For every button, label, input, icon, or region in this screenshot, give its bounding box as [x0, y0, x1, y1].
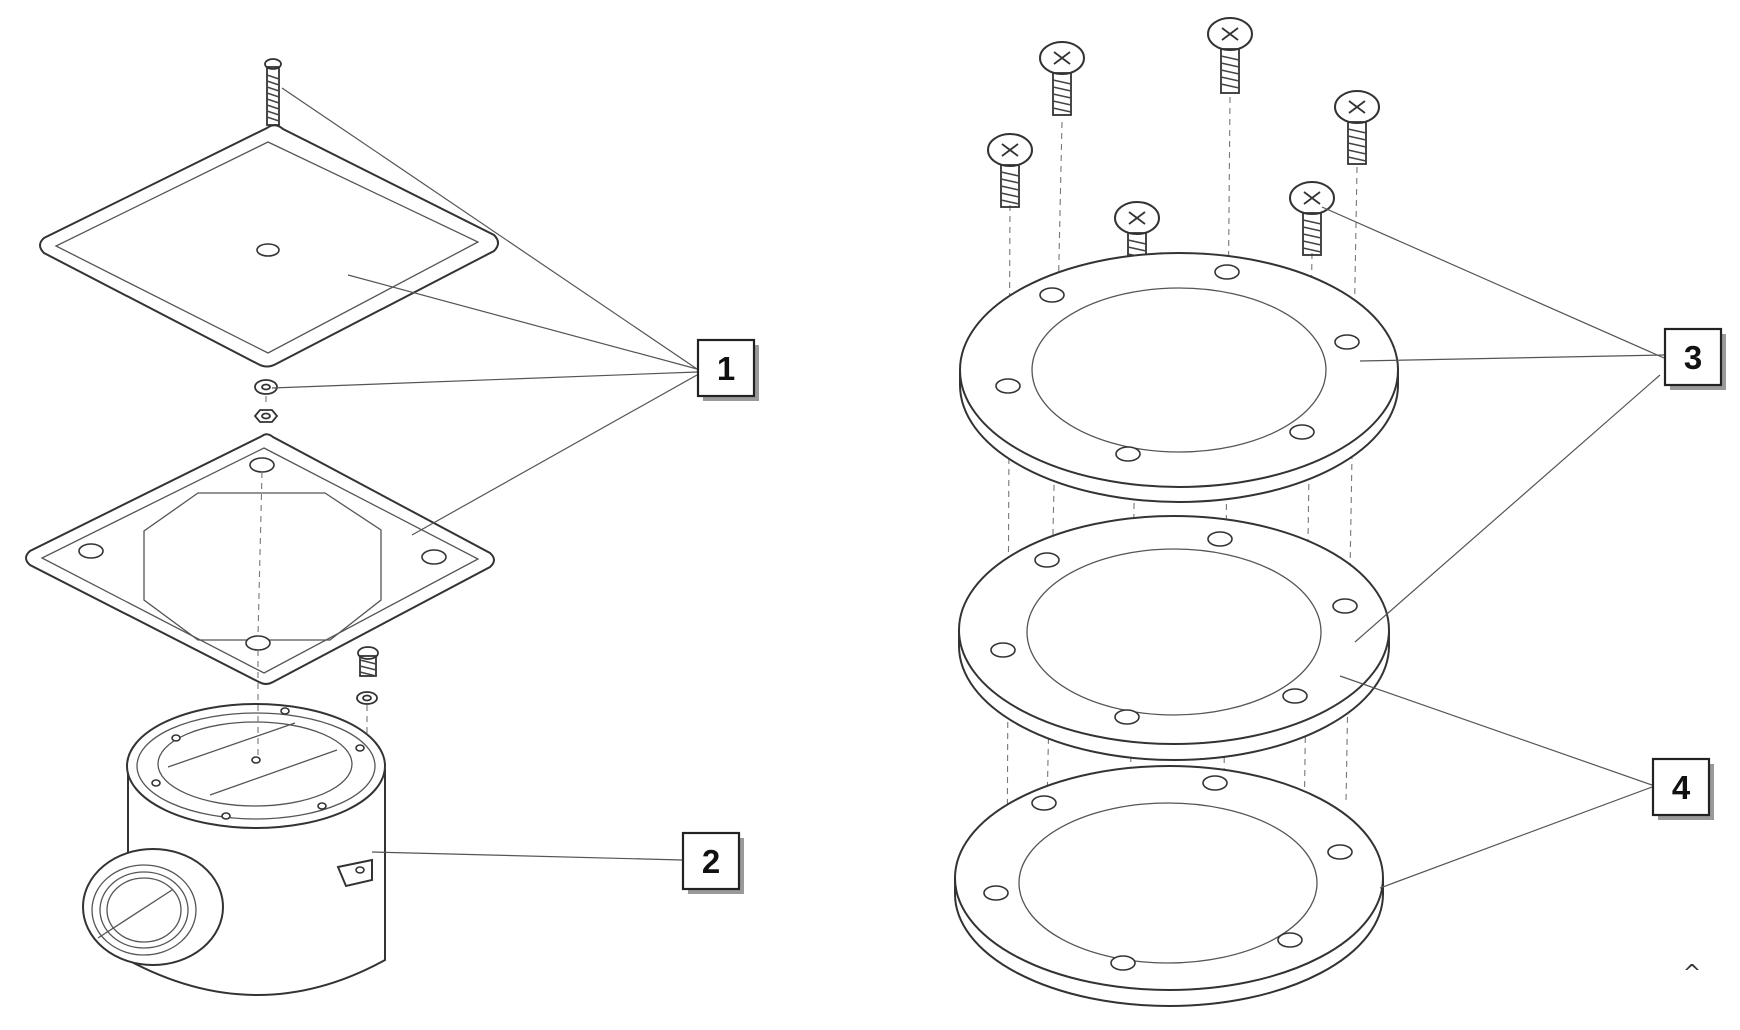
callout-4: 4	[1651, 757, 1714, 820]
pan-screw	[1207, 17, 1253, 94]
body-screw	[356, 646, 379, 705]
callout-3: 3	[1663, 327, 1726, 390]
callout-3-label: 3	[1684, 339, 1702, 376]
pan-screw	[1334, 90, 1380, 165]
cover-screw	[264, 58, 282, 126]
pan-head-screws	[987, 17, 1380, 276]
washer	[254, 379, 278, 395]
corner-mark: ^	[1683, 961, 1701, 986]
callout-1: 1	[696, 338, 759, 401]
top-cover-plate	[39, 124, 499, 368]
junction-box-body	[82, 703, 386, 996]
pan-screw	[1289, 181, 1335, 256]
leader-lines	[271, 87, 1665, 889]
right-assembly	[954, 17, 1399, 1007]
nut	[253, 409, 279, 423]
callout-1-label: 1	[717, 350, 735, 387]
pan-screw	[1039, 41, 1085, 116]
flange-ring-middle	[958, 515, 1390, 761]
pan-screw	[987, 133, 1033, 208]
cover-center-hole	[256, 243, 280, 257]
flange-ring-top	[959, 252, 1399, 503]
flange-ring-bottom	[954, 765, 1384, 1007]
callout-2-label: 2	[702, 843, 720, 880]
callout-2: 2	[681, 831, 744, 894]
callout-4-label: 4	[1672, 769, 1691, 806]
gasket-plate	[25, 433, 495, 685]
left-assembly	[25, 58, 499, 996]
